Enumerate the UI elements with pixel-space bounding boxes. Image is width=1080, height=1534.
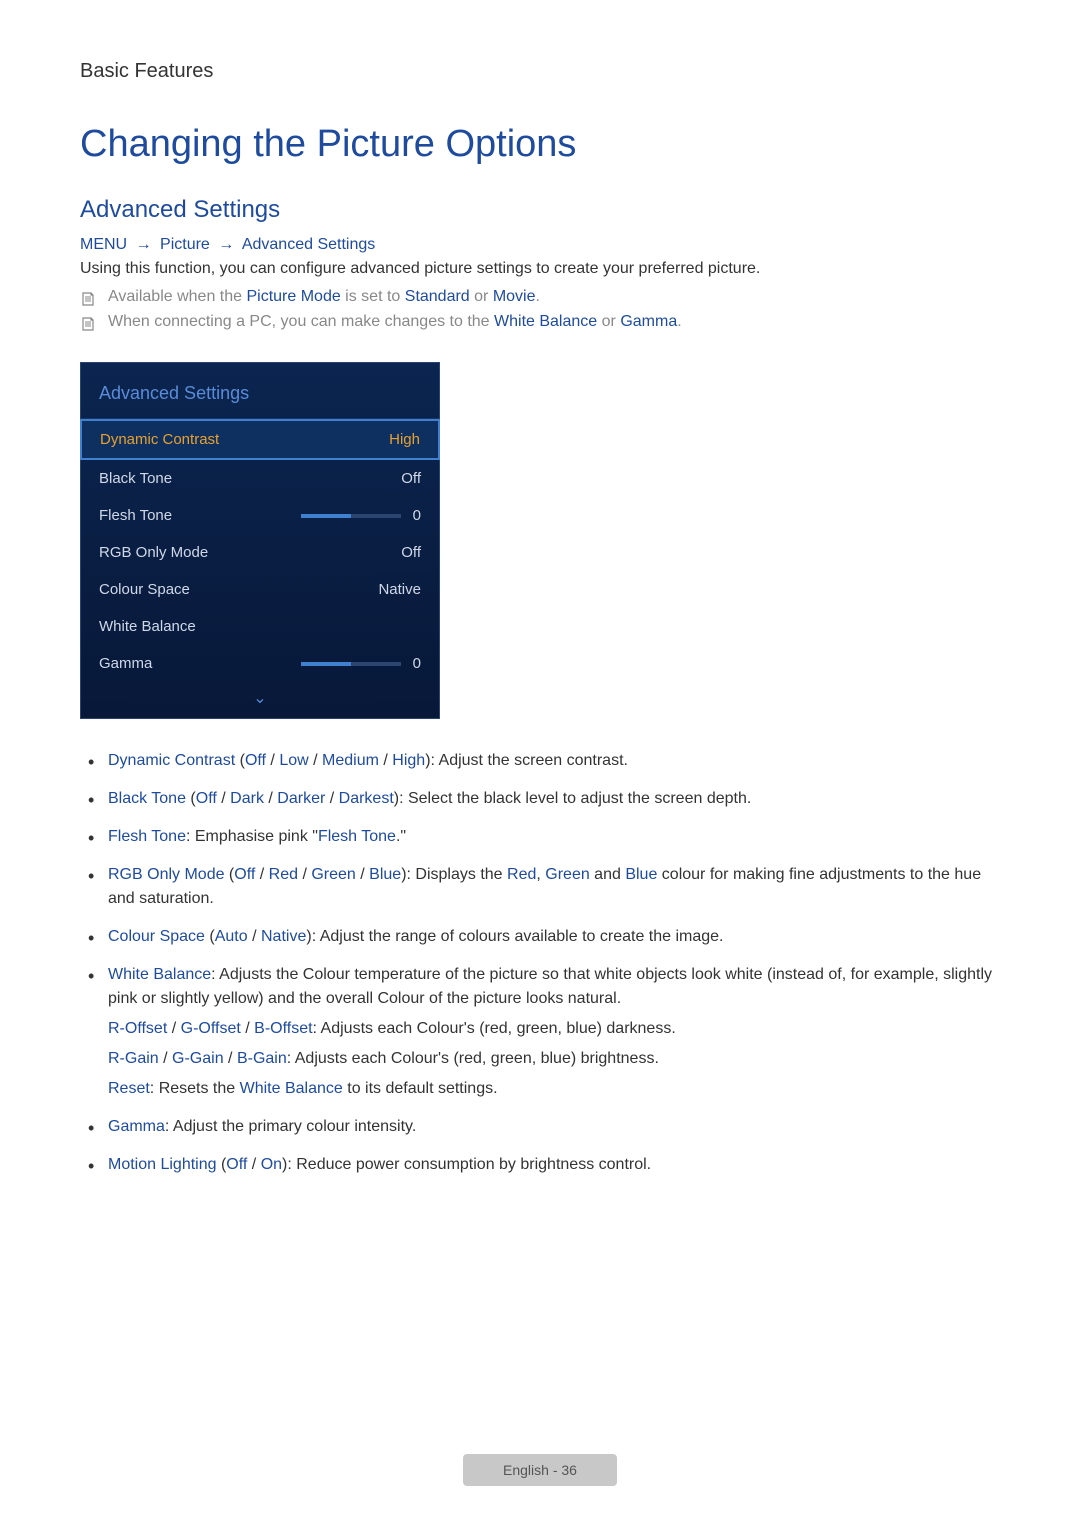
term: Dynamic Contrast: [108, 752, 235, 769]
row-value: Off: [401, 544, 421, 561]
list-item: Dynamic Contrast (Off / Low / Medium / H…: [80, 749, 1000, 773]
term: Native: [261, 928, 306, 945]
row-label: RGB Only Mode: [99, 544, 208, 561]
term: Darkest: [339, 790, 394, 807]
nav-menu: MENU: [80, 236, 127, 253]
panel-row[interactable]: Colour Space Native: [81, 571, 439, 608]
term: Colour Space: [108, 928, 205, 945]
row-label: Black Tone: [99, 470, 172, 487]
list-item: RGB Only Mode (Off / Red / Green / Blue)…: [80, 863, 1000, 911]
term: White Balance: [494, 313, 597, 330]
term: Red: [507, 866, 536, 883]
row-value: Native: [378, 581, 421, 598]
panel-row[interactable]: Black Tone Off: [81, 460, 439, 497]
note-text: is set to: [341, 288, 405, 305]
note-text: .: [536, 288, 540, 305]
note-text: .: [677, 313, 681, 330]
breadcrumb: Basic Features: [80, 60, 1000, 83]
menu-path: MENU → Picture → Advanced Settings: [80, 236, 1000, 254]
slider[interactable]: 0: [301, 507, 421, 524]
feature-list: Dynamic Contrast (Off / Low / Medium / H…: [80, 749, 1000, 1177]
term: Picture Mode: [246, 288, 340, 305]
note-text: or: [597, 313, 620, 330]
row-label: Colour Space: [99, 581, 190, 598]
chevron-down-icon[interactable]: ⌄: [81, 682, 439, 718]
note-icon: [80, 316, 96, 332]
term: G-Offset: [181, 1020, 241, 1037]
nav-picture: Picture: [160, 236, 210, 253]
row-value: High: [389, 431, 420, 448]
term: White Balance: [108, 966, 211, 983]
term: Movie: [493, 288, 536, 305]
term: White Balance: [240, 1080, 343, 1097]
row-label: White Balance: [99, 618, 196, 635]
term: Gamma: [108, 1118, 165, 1135]
term: Green: [311, 866, 355, 883]
note-line: Available when the Picture Mode is set t…: [80, 288, 1000, 307]
list-item: Gamma: Adjust the primary colour intensi…: [80, 1115, 1000, 1139]
term: Off: [226, 1156, 247, 1173]
panel-title: Advanced Settings: [81, 363, 439, 419]
list-item: White Balance: Adjusts the Colour temper…: [80, 963, 1000, 1101]
page-footer: English - 36: [463, 1454, 617, 1486]
term: Low: [279, 752, 308, 769]
term: Auto: [215, 928, 248, 945]
term: R-Gain: [108, 1050, 159, 1067]
term: Off: [234, 866, 255, 883]
term: Green: [545, 866, 589, 883]
panel-row[interactable]: White Balance: [81, 608, 439, 645]
note-line: When connecting a PC, you can make chang…: [80, 313, 1000, 332]
note-icon: [80, 291, 96, 307]
list-item: Motion Lighting (Off / On): Reduce power…: [80, 1153, 1000, 1177]
note-text: Available when the: [108, 288, 246, 305]
term: Blue: [625, 866, 657, 883]
term: Flesh Tone: [108, 828, 186, 845]
page-title: Changing the Picture Options: [80, 123, 1000, 166]
intro-text: Using this function, you can configure a…: [80, 260, 1000, 278]
list-item: Flesh Tone: Emphasise pink "Flesh Tone.": [80, 825, 1000, 849]
advanced-settings-panel: Advanced Settings Dynamic Contrast High Bl…: [80, 362, 440, 719]
term: Black Tone: [108, 790, 186, 807]
term: On: [261, 1156, 282, 1173]
list-item: Black Tone (Off / Dark / Darker / Darkes…: [80, 787, 1000, 811]
panel-row[interactable]: RGB Only Mode Off: [81, 534, 439, 571]
arrow-icon: →: [218, 236, 234, 253]
panel-row[interactable]: Gamma 0: [81, 645, 439, 682]
row-value: Off: [401, 470, 421, 487]
term: Dark: [230, 790, 264, 807]
slider[interactable]: 0: [301, 655, 421, 672]
list-item: Colour Space (Auto / Native): Adjust the…: [80, 925, 1000, 949]
term: Blue: [369, 866, 401, 883]
row-label: Flesh Tone: [99, 507, 172, 524]
row-value: 0: [413, 507, 421, 524]
term: G-Gain: [172, 1050, 224, 1067]
footer-page: 36: [561, 1462, 577, 1478]
term: Medium: [322, 752, 379, 769]
term: RGB Only Mode: [108, 866, 224, 883]
section-title: Advanced Settings: [80, 196, 1000, 224]
term: Darker: [277, 790, 325, 807]
term: Flesh Tone: [318, 828, 396, 845]
term: Standard: [405, 288, 470, 305]
note-text: or: [470, 288, 493, 305]
term: R-Offset: [108, 1020, 167, 1037]
nav-advanced: Advanced Settings: [242, 236, 375, 253]
panel-row[interactable]: Flesh Tone 0: [81, 497, 439, 534]
row-label: Dynamic Contrast: [100, 431, 219, 448]
footer-lang: English: [503, 1462, 549, 1478]
term: Red: [269, 866, 298, 883]
panel-row[interactable]: Dynamic Contrast High: [80, 419, 440, 460]
term: Reset: [108, 1080, 150, 1097]
row-label: Gamma: [99, 655, 152, 672]
arrow-icon: →: [136, 236, 152, 253]
term: Gamma: [620, 313, 677, 330]
term: Motion Lighting: [108, 1156, 217, 1173]
note-text: When connecting a PC, you can make chang…: [108, 313, 494, 330]
term: Off: [245, 752, 266, 769]
term: B-Offset: [254, 1020, 312, 1037]
row-value: 0: [413, 655, 421, 672]
term: High: [392, 752, 425, 769]
term: B-Gain: [237, 1050, 287, 1067]
term: Off: [196, 790, 217, 807]
